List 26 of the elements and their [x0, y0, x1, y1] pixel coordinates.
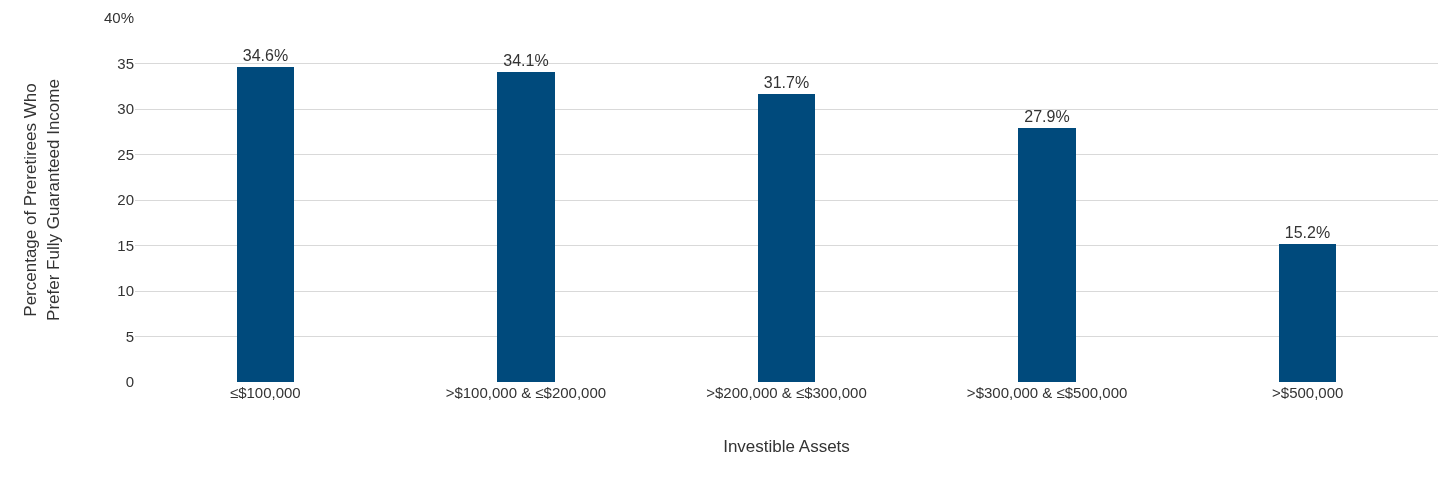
y-tick-label: 0	[125, 373, 134, 391]
data-label: 31.7%	[763, 74, 810, 91]
y-tick-label: 35	[117, 54, 134, 72]
x-tick-label: ≤$100,000	[229, 384, 301, 401]
data-label: 34.1%	[503, 52, 549, 69]
bar	[497, 72, 555, 382]
bar	[1018, 128, 1076, 382]
y-tick-label: 10	[117, 282, 134, 300]
y-tick-label: 15	[117, 236, 134, 254]
x-tick-label: >$200,000 & ≤$300,000	[706, 384, 867, 401]
y-tick-label: 30	[117, 100, 134, 118]
data-label: 15.2%	[1284, 224, 1331, 241]
y-tick-label: 20	[117, 191, 134, 209]
x-tick-label: >$100,000 & ≤$200,000	[445, 384, 607, 401]
y-tick-label: 40%	[103, 9, 134, 27]
y-axis-title: Percentage of Preretirees Who Prefer Fully Guaranteed Income	[21, 79, 63, 321]
x-tick-label: >$300,000 & ≤$500,000	[966, 384, 1128, 401]
bar	[237, 67, 294, 382]
y-tick-label: 5	[125, 327, 134, 345]
y-tick-label: 25	[117, 145, 134, 163]
x-tick-label: >$500,000	[1272, 384, 1344, 401]
x-axis-title: Investible Assets	[723, 437, 850, 457]
data-label: 27.9%	[1024, 108, 1070, 125]
bar	[1279, 244, 1336, 382]
data-label: 34.6%	[242, 47, 289, 64]
bar	[758, 94, 815, 382]
